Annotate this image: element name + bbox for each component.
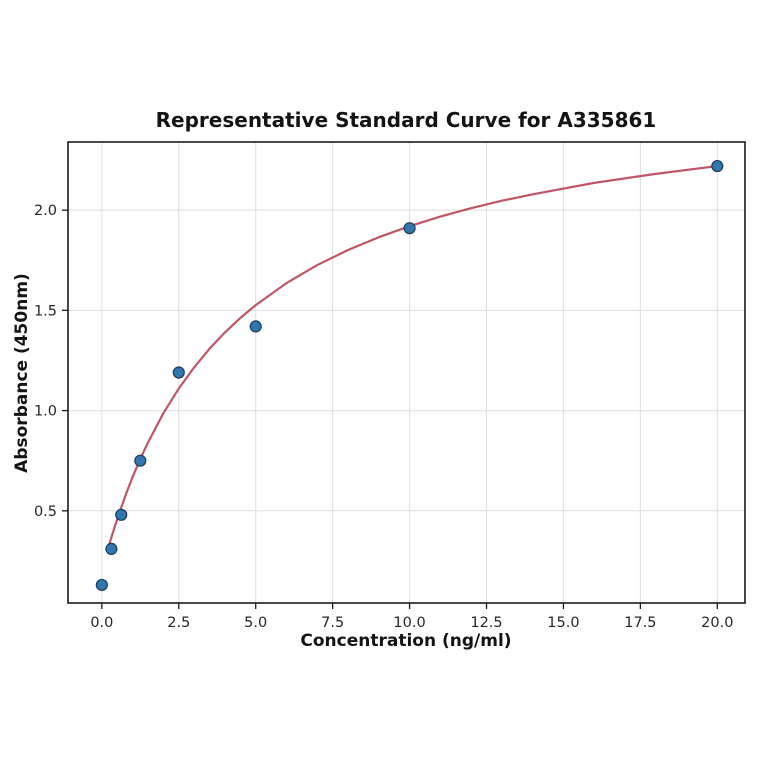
- chart-title: Representative Standard Curve for A33586…: [156, 108, 657, 132]
- x-tick-label: 0.0: [90, 615, 113, 631]
- tick-labels: 0.0 2.5 5.0 7.5 10.0 12.5 15.0 17.5 20.0 0.5 1.0 1.…: [34, 203, 734, 631]
- y-tick-label: 1.0: [34, 404, 57, 420]
- x-tick-label: 10.0: [393, 615, 425, 631]
- data-point: [134, 454, 147, 467]
- x-tick-label: 5.0: [244, 615, 267, 631]
- tick-marks: [62, 209, 718, 609]
- x-tick-label: 17.5: [624, 615, 656, 631]
- data-points: [95, 159, 724, 592]
- gridlines: [68, 142, 745, 603]
- x-tick-label: 20.0: [701, 615, 733, 631]
- data-point: [95, 578, 108, 592]
- data-point: [115, 508, 128, 521]
- x-axis-label: Concentration (ng/ml): [300, 631, 511, 651]
- y-tick-label: 2.0: [34, 203, 57, 219]
- data-point: [172, 366, 185, 379]
- data-point: [403, 222, 416, 235]
- plot-border: [67, 141, 746, 604]
- x-tick-label: 15.0: [547, 615, 579, 631]
- data-point: [105, 542, 118, 555]
- x-tick-label: 12.5: [470, 615, 502, 631]
- y-tick-label: 0.5: [34, 504, 57, 520]
- fit-curve-line: [108, 164, 719, 545]
- y-tick-label: 1.5: [34, 303, 57, 319]
- x-tick-label: 2.5: [167, 615, 190, 631]
- y-axis-label: Absorbance (450nm): [12, 273, 32, 473]
- data-point: [249, 320, 262, 333]
- data-point: [711, 159, 724, 173]
- x-tick-label: 7.5: [321, 615, 344, 631]
